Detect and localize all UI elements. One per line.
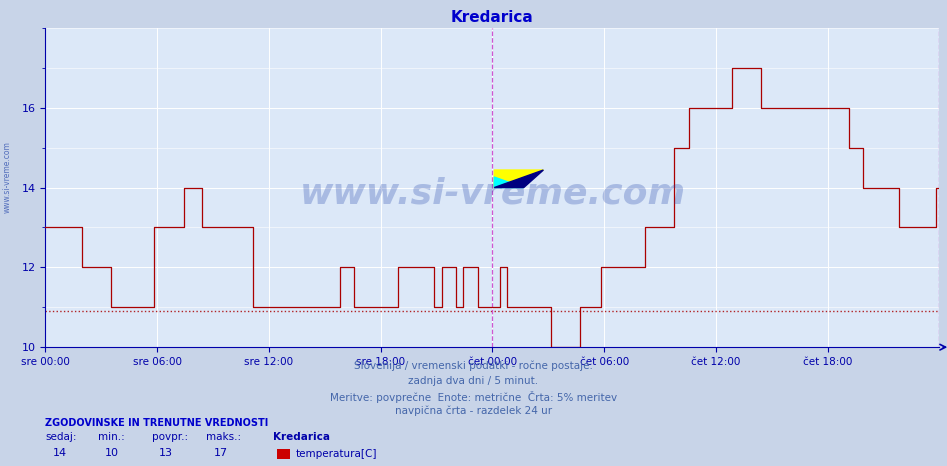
Text: 13: 13 [159, 448, 173, 458]
Text: min.:: min.: [98, 432, 124, 442]
Polygon shape [494, 177, 524, 187]
Text: maks.:: maks.: [206, 432, 241, 442]
Text: sedaj:: sedaj: [45, 432, 77, 442]
Text: ZGODOVINSKE IN TRENUTNE VREDNOSTI: ZGODOVINSKE IN TRENUTNE VREDNOSTI [45, 418, 269, 428]
Text: Slovenija / vremenski podatki - ročne postaje.: Slovenija / vremenski podatki - ročne po… [354, 361, 593, 371]
Text: navpična črta - razdelek 24 ur: navpična črta - razdelek 24 ur [395, 406, 552, 416]
Title: Kredarica: Kredarica [451, 10, 534, 26]
Text: temperatura[C]: temperatura[C] [295, 449, 377, 459]
Text: 10: 10 [105, 448, 119, 458]
Text: povpr.:: povpr.: [152, 432, 188, 442]
Text: Meritve: povprečne  Enote: metrične  Črta: 5% meritev: Meritve: povprečne Enote: metrične Črta:… [330, 391, 617, 403]
Text: Kredarica: Kredarica [273, 432, 330, 442]
Text: www.si-vreme.com: www.si-vreme.com [3, 141, 12, 213]
Polygon shape [494, 170, 544, 187]
Polygon shape [494, 170, 544, 187]
Text: 17: 17 [214, 448, 228, 458]
Text: zadnja dva dni / 5 minut.: zadnja dva dni / 5 minut. [408, 376, 539, 386]
Text: 14: 14 [53, 448, 67, 458]
Text: www.si-vreme.com: www.si-vreme.com [299, 177, 686, 211]
